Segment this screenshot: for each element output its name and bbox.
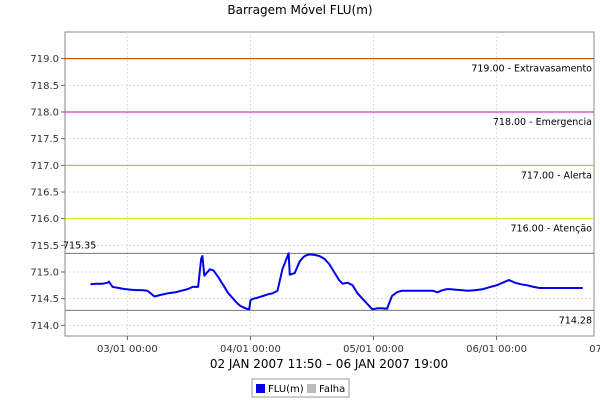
y-tick-label: 717.0 [30, 161, 59, 172]
threshold-label: 718.00 - Emergencia [493, 117, 592, 128]
y-tick-label: 715.5 [30, 241, 59, 252]
series-layer [90, 252, 583, 311]
max-line-label: 715.35 [63, 240, 96, 251]
series-line-flu [90, 252, 583, 311]
x-axis-label: 02 JAN 2007 11:50 – 06 JAN 2007 19:00 [210, 357, 448, 371]
min-line-label: 714.28 [559, 315, 592, 326]
legend-swatch-falha [307, 384, 316, 393]
y-tick-label: 719.0 [30, 54, 59, 65]
y-tick-label: 717.5 [30, 134, 59, 145]
legend: FLU(m) Falha [251, 378, 350, 398]
y-axis: 714.0 714.5 715.0 715.5 716.0 716.5 717.0 717.5… [30, 54, 65, 332]
legend-label-falha: Falha [319, 384, 345, 395]
legend-swatch-flu [256, 384, 265, 393]
y-tick-label: 718.5 [30, 81, 59, 92]
threshold-label: 719.00 - Extravasamento [471, 64, 592, 75]
x-tick-label: 05/01 00:00 [343, 344, 404, 355]
y-tick-label: 714.5 [30, 294, 59, 305]
y-tick-label: 716.0 [30, 214, 59, 225]
x-tick-label: 03/01 00:00 [97, 344, 158, 355]
y-tick-label: 715.0 [30, 268, 59, 279]
legend-box [251, 378, 350, 398]
x-axis: 03/01 00:00 04/01 00:00 05/01 00:00 06/01 0… [97, 336, 600, 355]
threshold-lines: 719.00 - Extravasamento 718.00 - Emergenc… [63, 58, 594, 326]
y-tick-label: 714.0 [30, 321, 59, 332]
y-tick-label: 716.5 [30, 188, 59, 199]
x-tick-label: 04/01 00:00 [220, 344, 281, 355]
threshold-label: 717.00 - Alerta [521, 170, 592, 181]
y-tick-label: 718.0 [30, 108, 59, 119]
threshold-label: 716.00 - Atenção [511, 224, 593, 235]
chart-title: Barragem Móvel FLU(m) [227, 3, 372, 17]
legend-label-flu: FLU(m) [268, 384, 304, 395]
plot-area [64, 31, 595, 337]
x-tick-label: 07/01 00:00 [589, 344, 600, 355]
x-tick-label: 06/01 00:00 [466, 344, 527, 355]
